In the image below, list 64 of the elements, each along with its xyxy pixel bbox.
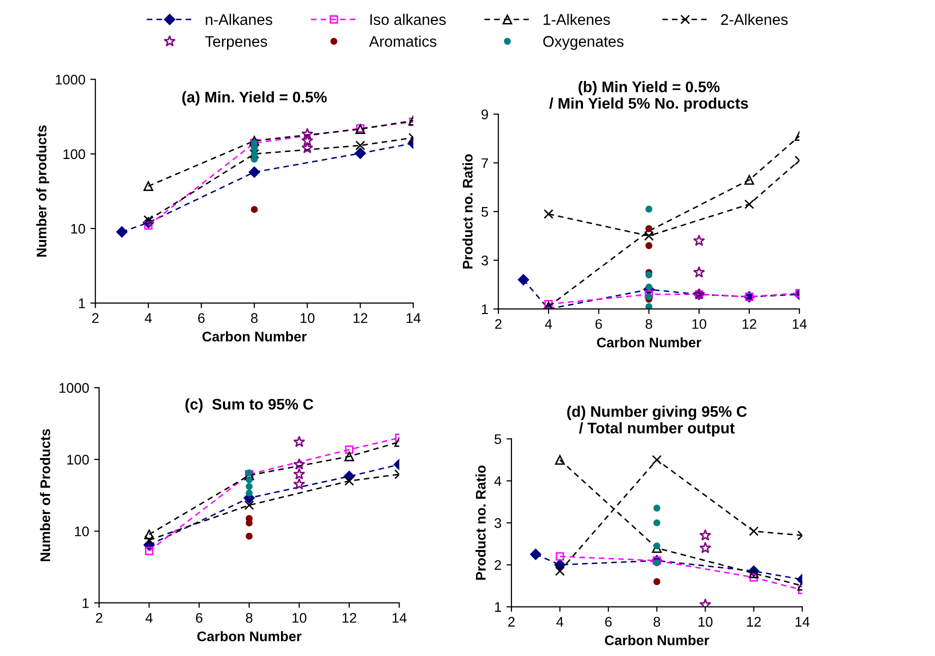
y-tick-label: 5 [494,434,502,444]
legend-label: Aromatics [369,36,436,47]
x-tick-label: 14 [406,313,421,323]
y-tick-label: 3 [494,518,502,528]
y-tick-label: 1 [82,598,89,608]
x-tick-label: 8 [251,313,258,323]
x-tick-label: 2 [96,612,102,623]
x-tick-label: 14 [392,613,407,623]
x-tick-label: 2 [92,313,99,323]
y-axis-title: Number of products [36,125,50,257]
x-tick-label: 2 [508,616,515,627]
legend-label: Terpenes [205,36,268,50]
x-tick-label: 12 [742,319,756,329]
x-tick-label: 8 [646,319,652,329]
x-tick-label: 10 [692,319,706,329]
x-tick-label: 12 [342,612,356,623]
y-tick-label: 7 [482,158,488,168]
x-axis-title: Carbon Number [604,635,710,646]
y-tick-label: 1 [482,304,488,314]
x-tick-label: 14 [792,319,807,329]
x-tick-label: 6 [605,616,612,627]
y-tick-label: 5 [481,207,488,217]
y-tick-label: 100 [67,454,89,465]
x-tick-label: 10 [292,612,306,623]
y-tick-label: 3 [481,256,488,266]
y-axis-title: Number of Products [40,429,50,562]
x-tick-label: 4 [544,319,552,329]
x-tick-label: 8 [246,612,252,623]
y-axis-title: Product no. Ratio [462,154,473,268]
x-tick-label: 10 [300,313,314,323]
legend-label: Oxygenates [543,36,624,50]
y-tick-label: 2 [494,560,502,570]
x-tick-label: 8 [654,616,660,627]
x-tick-label: 4 [556,617,564,627]
y-tick-label: 10 [71,224,86,234]
legend-label: 2-Alkenes [721,14,788,25]
x-tick-label: 6 [596,319,602,329]
x-tick-label: 10 [698,616,712,627]
chart-title: (b) Min Yield = 0.5% / Min Yield 5% No. products [549,81,748,112]
x-tick-label: 6 [196,612,202,623]
y-axis-title: Product no. Ratio [475,466,486,580]
text: (a) Min. Yield = 0.5% [182,91,327,106]
legend-label: Iso alkanes [370,14,446,25]
y-tick-label: 10 [75,526,89,536]
x-tick-label: 4 [144,313,152,323]
y-tick-label: 1000 [56,74,86,85]
x-tick-label: 12 [747,616,761,627]
x-axis-title: Carbon Number [596,337,702,348]
y-tick-label: 9 [482,109,488,120]
text: (c) Sum to 95% C [185,398,314,413]
x-tick-label: 12 [354,313,368,323]
y-tick-label: 100 [64,149,86,160]
x-axis-title: Carbon Number [197,631,302,642]
legend-label: 1-Alkenes [544,14,610,25]
legend-label: n-Alkanes [206,14,272,25]
y-tick-label: 1 [495,602,502,612]
x-tick-label: 4 [146,613,153,623]
y-tick-label: 1000 [60,383,89,393]
y-tick-label: 1 [78,298,85,308]
chart-title: (d) Number giving 95% C / Total number output [567,406,747,436]
x-tick-label: 14 [796,617,810,627]
x-axis-title: Carbon Number [202,331,307,342]
x-tick-label: 6 [198,313,205,323]
y-tick-label: 4 [494,476,502,486]
